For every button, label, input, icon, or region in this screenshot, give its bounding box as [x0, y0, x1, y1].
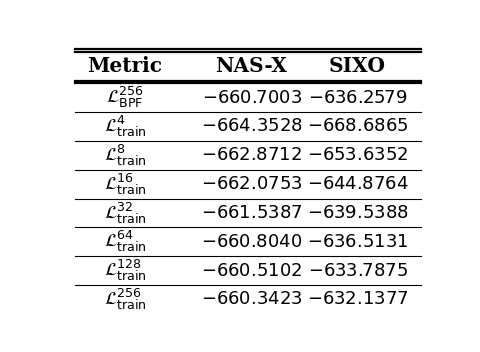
Text: $-661.5387$: $-661.5387$ [201, 204, 302, 222]
Text: SIXO: SIXO [329, 56, 386, 76]
Text: $-660.5102$: $-660.5102$ [201, 262, 302, 279]
Text: $\mathcal{L}_{\mathrm{train}}^{32}$: $\mathcal{L}_{\mathrm{train}}^{32}$ [104, 200, 146, 226]
Text: $\mathcal{L}_{\mathrm{train}}^{128}$: $\mathcal{L}_{\mathrm{train}}^{128}$ [104, 258, 146, 283]
Text: $\mathcal{L}_{\mathrm{train}}^{256}$: $\mathcal{L}_{\mathrm{train}}^{256}$ [104, 287, 146, 312]
Text: $-632.1377$: $-632.1377$ [307, 290, 408, 308]
Text: $-636.5131$: $-636.5131$ [307, 233, 408, 251]
Text: $-639.5388$: $-639.5388$ [307, 204, 408, 222]
Text: $\mathcal{L}_{\mathrm{train}}^{16}$: $\mathcal{L}_{\mathrm{train}}^{16}$ [104, 171, 146, 197]
Text: $-662.8712$: $-662.8712$ [201, 146, 302, 164]
Text: $-660.3423$: $-660.3423$ [201, 290, 302, 308]
Text: $\mathcal{L}_{\mathrm{train}}^{4}$: $\mathcal{L}_{\mathrm{train}}^{4}$ [104, 114, 146, 139]
Text: $-662.0753$: $-662.0753$ [201, 175, 302, 193]
Text: $\mathcal{L}_{\mathrm{train}}^{64}$: $\mathcal{L}_{\mathrm{train}}^{64}$ [104, 229, 146, 254]
Text: $-664.3528$: $-664.3528$ [201, 118, 302, 136]
Text: $-633.7875$: $-633.7875$ [308, 262, 408, 279]
Text: $-653.6352$: $-653.6352$ [307, 146, 408, 164]
Text: NAS-X: NAS-X [216, 56, 288, 76]
Text: Metric: Metric [87, 56, 163, 76]
Text: $\mathcal{L}_{\mathrm{train}}^{8}$: $\mathcal{L}_{\mathrm{train}}^{8}$ [104, 143, 146, 168]
Text: $-660.8040$: $-660.8040$ [201, 233, 302, 251]
Text: $-644.8764$: $-644.8764$ [307, 175, 408, 193]
Text: $-668.6865$: $-668.6865$ [307, 118, 408, 136]
Text: $-660.7003$: $-660.7003$ [202, 89, 301, 107]
Text: $\mathcal{L}_{\mathrm{BPF}}^{256}$: $\mathcal{L}_{\mathrm{BPF}}^{256}$ [106, 85, 144, 110]
Text: $-636.2579$: $-636.2579$ [308, 89, 408, 107]
